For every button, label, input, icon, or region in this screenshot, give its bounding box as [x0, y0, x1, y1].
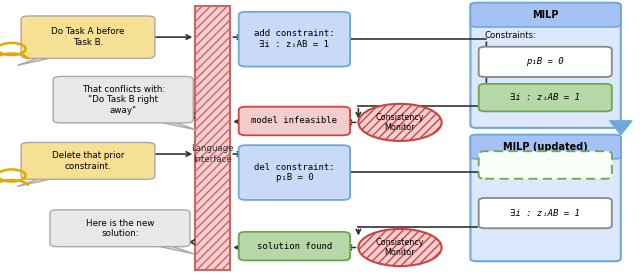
FancyBboxPatch shape: [239, 12, 350, 67]
Polygon shape: [17, 176, 65, 186]
Ellipse shape: [358, 229, 442, 266]
FancyBboxPatch shape: [21, 16, 155, 58]
FancyBboxPatch shape: [53, 76, 193, 123]
FancyBboxPatch shape: [239, 107, 350, 135]
Text: MILP (updated): MILP (updated): [503, 142, 588, 152]
Polygon shape: [148, 120, 197, 130]
Text: solution found: solution found: [257, 242, 332, 251]
Text: Delete that prior
constraint.: Delete that prior constraint.: [52, 151, 124, 170]
FancyBboxPatch shape: [239, 145, 350, 200]
FancyArrowPatch shape: [610, 121, 632, 135]
Text: p₁B = 0: p₁B = 0: [527, 57, 564, 66]
FancyBboxPatch shape: [479, 198, 612, 228]
Text: Here is the new
solution:: Here is the new solution:: [86, 219, 154, 238]
Text: model infeasible: model infeasible: [252, 117, 337, 125]
FancyBboxPatch shape: [470, 135, 621, 159]
FancyBboxPatch shape: [470, 3, 621, 27]
FancyBboxPatch shape: [21, 142, 155, 179]
Text: ∃i : zᵢAB = 1: ∃i : zᵢAB = 1: [510, 93, 580, 102]
Text: Consistency
Monitor: Consistency Monitor: [376, 113, 424, 132]
Polygon shape: [145, 243, 194, 254]
FancyBboxPatch shape: [239, 232, 350, 260]
Text: Language
Interface: Language Interface: [191, 144, 234, 164]
FancyBboxPatch shape: [479, 151, 612, 179]
Text: Constraints:: Constraints:: [484, 31, 536, 40]
Text: ∃i : zᵢAB = 1: ∃i : zᵢAB = 1: [510, 209, 580, 218]
Ellipse shape: [358, 104, 442, 141]
Text: That conflicts with:
"Do Task B right
away": That conflicts with: "Do Task B right aw…: [81, 85, 165, 115]
FancyBboxPatch shape: [195, 6, 230, 270]
FancyBboxPatch shape: [50, 210, 190, 247]
FancyBboxPatch shape: [470, 135, 621, 261]
Text: add constraint:
∃i : zᵢAB = 1: add constraint: ∃i : zᵢAB = 1: [254, 29, 335, 49]
FancyBboxPatch shape: [479, 47, 612, 77]
Text: Constraints:: Constraints:: [484, 163, 536, 172]
Text: MILP: MILP: [532, 10, 559, 20]
Polygon shape: [17, 55, 65, 65]
Text: del constraint:
p₁B = 0: del constraint: p₁B = 0: [254, 163, 335, 182]
Text: Do Task A before
Task B.: Do Task A before Task B.: [51, 28, 125, 47]
FancyBboxPatch shape: [470, 3, 621, 128]
FancyBboxPatch shape: [479, 84, 612, 111]
Text: Consistency
Monitor: Consistency Monitor: [376, 238, 424, 257]
